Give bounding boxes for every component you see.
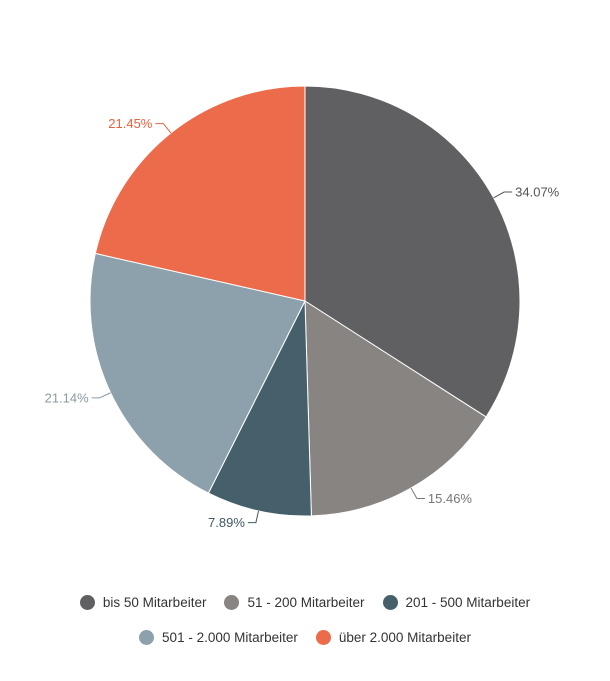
legend-swatch [79,595,95,610]
legend-swatch [382,595,398,610]
pie-slice[interactable] [304,300,487,517]
legend-item-201-500[interactable]: 201 - 500 Mitarbeiter [382,595,531,610]
leader-line [155,123,172,134]
slice-data-label: 21.45% [108,116,153,131]
slice-data-label: 15.46% [428,491,473,506]
legend-item-ueber-2000[interactable]: über 2.000 Mitarbeiter [315,630,471,645]
legend-label: bis 50 Mitarbeiter [102,595,207,610]
slice-data-label: 7.89% [208,515,245,530]
pie-chart: 34.07% 15.46% 7.89% 21.14% 21.45% [45,85,560,530]
pie-slice[interactable] [89,252,306,494]
slice-data-label: 34.07% [515,185,560,200]
legend-label: 51 - 200 Mitarbeiter [247,595,365,610]
legend-label: über 2.000 Mitarbeiter [338,630,471,645]
legend-row-2: 501 - 2.000 Mitarbeiter über 2.000 Mitar… [0,630,610,645]
leader-line [493,191,513,199]
legend-swatch [315,630,331,645]
legend-label: 501 - 2.000 Mitarbeiter [162,630,298,645]
pie-slice[interactable] [207,300,312,517]
pie-slice[interactable] [304,85,521,418]
leader-line [410,487,425,500]
legend-item-51-200[interactable]: 51 - 200 Mitarbeiter [224,595,365,610]
slice-data-label: 21.14% [45,390,90,405]
legend-swatch [139,630,155,645]
leader-line [247,510,259,524]
legend-label: 201 - 500 Mitarbeiter [405,595,531,610]
legend-row-1: bis 50 Mitarbeiter 51 - 200 Mitarbeiter … [0,595,610,610]
pie-slice[interactable] [94,85,306,302]
legend-item-501-2000[interactable]: 501 - 2.000 Mitarbeiter [139,630,298,645]
legend-swatch [224,595,240,610]
legend-item-bis-50[interactable]: bis 50 Mitarbeiter [79,595,207,610]
leader-line [91,392,111,399]
